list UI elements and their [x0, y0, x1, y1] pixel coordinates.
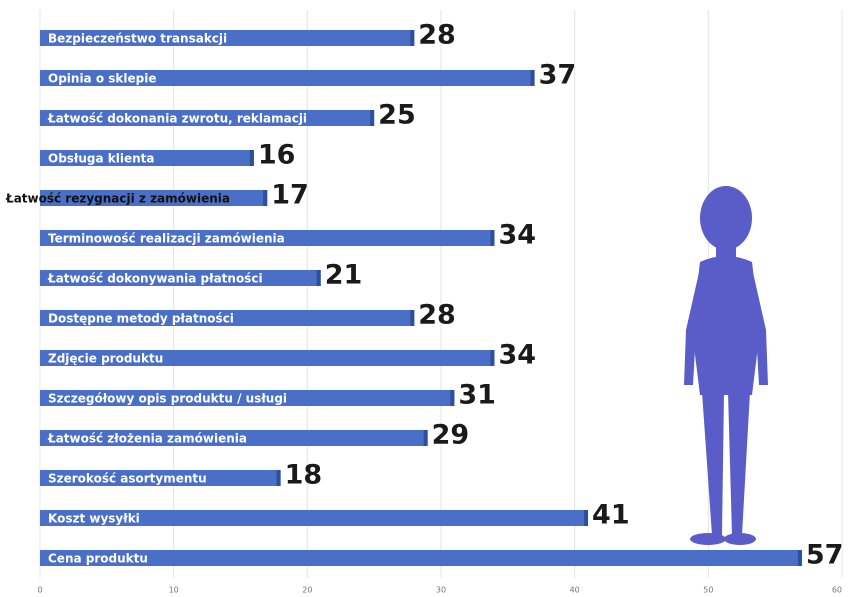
bar: [40, 470, 281, 486]
category-label: Bezpieczeństwo transakcji: [48, 32, 227, 46]
bar: [40, 230, 495, 246]
bar: [40, 270, 321, 286]
category-label: Łatwość złożenia zamówienia: [47, 432, 247, 446]
bar-shade: [263, 190, 268, 206]
value-label: 41: [592, 500, 630, 531]
category-label: Łatwość dokonywania płatności: [47, 272, 263, 286]
bar-shade: [530, 70, 535, 86]
category-label: Koszt wysyłki: [48, 512, 140, 526]
category-label: Szerokość asortymentu: [48, 472, 207, 486]
bar-shade: [410, 310, 415, 326]
value-label: 28: [418, 20, 456, 51]
bar-shade: [490, 230, 495, 246]
value-label: 18: [285, 460, 323, 491]
bar-shade: [490, 350, 495, 366]
bar-shade: [410, 30, 415, 46]
value-label: 29: [432, 420, 470, 451]
value-label: 21: [325, 260, 363, 291]
bar: [40, 190, 268, 206]
person-figure: [684, 186, 768, 545]
category-label: Dostępne metody płatności: [48, 312, 234, 326]
bar: [40, 390, 455, 406]
bar-shade: [450, 390, 455, 406]
bar-shade: [370, 110, 375, 126]
category-label: Szczegółowy opis produktu / usługi: [48, 392, 287, 406]
value-label: 28: [418, 300, 456, 331]
bar: [40, 550, 802, 566]
value-label: 37: [539, 60, 577, 91]
x-tick-label: 50: [703, 586, 713, 595]
bar-shade: [276, 470, 281, 486]
category-label: Łatwość rezygnacji z zamówienia: [5, 192, 230, 206]
value-label: 16: [258, 140, 296, 171]
category-label: Zdjęcie produktu: [48, 352, 163, 366]
x-tick-label: 30: [436, 586, 446, 595]
value-label: 34: [498, 220, 536, 251]
value-label: 25: [378, 100, 416, 131]
category-label: Opinia o sklepie: [48, 72, 156, 86]
bar: [40, 310, 415, 326]
bar: [40, 510, 589, 526]
x-tick-label: 10: [169, 586, 179, 595]
bar-shade: [423, 430, 428, 446]
value-label: 31: [458, 380, 496, 411]
category-label: Obsługa klienta: [48, 152, 155, 166]
x-tick-label: 40: [570, 586, 580, 595]
x-tick-label: 20: [302, 586, 312, 595]
bar: [40, 150, 254, 166]
value-label: 57: [806, 540, 844, 571]
value-label: 17: [271, 180, 309, 211]
value-label: 34: [498, 340, 536, 371]
bar-shade: [797, 550, 802, 566]
x-tick-label: 0: [37, 586, 42, 595]
category-label: Cena produktu: [48, 552, 148, 566]
bar: [40, 70, 535, 86]
x-tick-label: 60: [832, 586, 842, 595]
bar: [40, 350, 495, 366]
bar-shade: [316, 270, 321, 286]
bar: [40, 110, 375, 126]
category-label: Łatwość dokonania zwrotu, reklamacji: [47, 112, 307, 126]
bar: [40, 430, 428, 446]
bar-shade: [584, 510, 589, 526]
category-label: Terminowość realizacji zamówienia: [48, 232, 285, 246]
bar: [40, 30, 415, 46]
bar-shade: [249, 150, 254, 166]
